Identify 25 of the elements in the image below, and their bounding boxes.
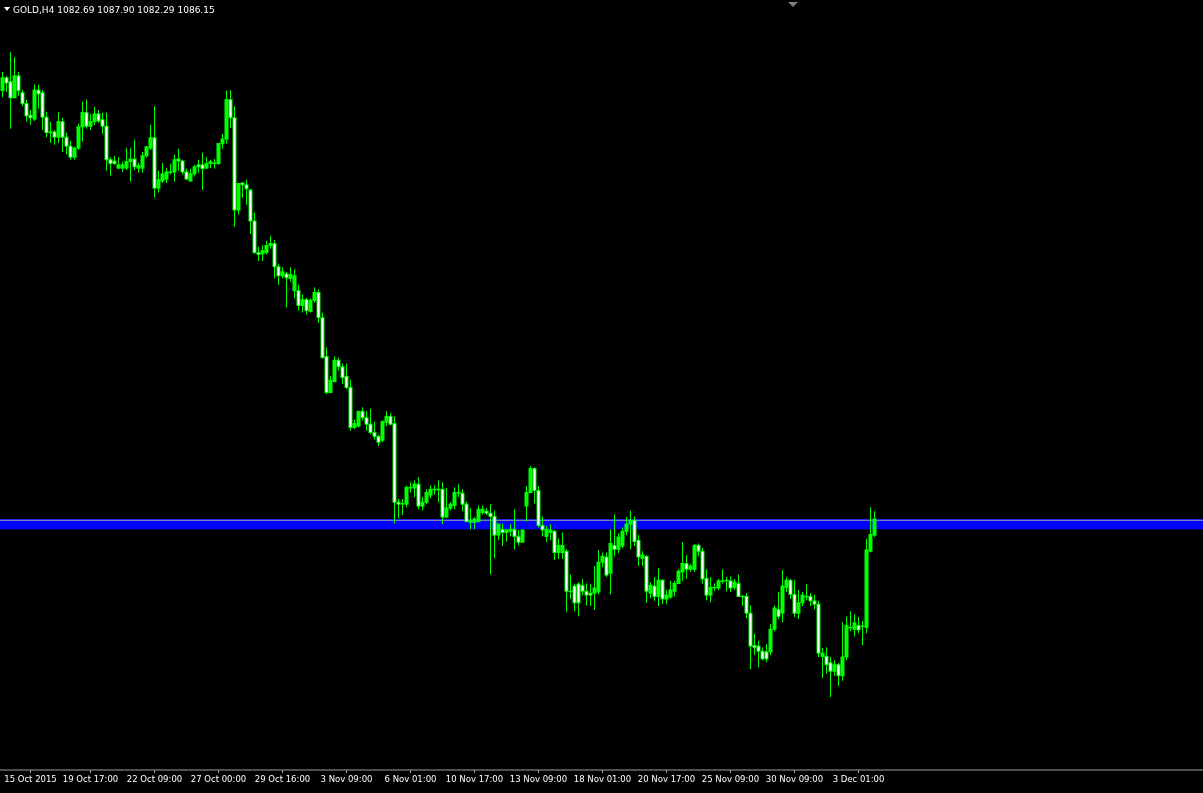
candlestick xyxy=(576,581,581,617)
candlestick xyxy=(364,410,369,432)
candlestick xyxy=(656,567,661,607)
x-tick-label: 18 Nov 01:00 xyxy=(573,774,632,785)
candlestick xyxy=(628,510,633,550)
chart-title: GOLD,H4 1082.69 1087.90 1082.29 1086.15 xyxy=(13,5,215,15)
x-tick-label: 25 Nov 09:00 xyxy=(701,774,760,785)
candlestick xyxy=(792,579,797,618)
x-tick-label: 29 Oct 16:00 xyxy=(254,774,311,785)
x-tick-label: 30 Nov 09:00 xyxy=(765,774,824,785)
x-tick-label: 15 Oct 2015 xyxy=(4,774,57,785)
candlestick xyxy=(284,271,289,308)
x-tick-label: 19 Oct 17:00 xyxy=(62,774,119,785)
x-tick-label: 20 Nov 17:00 xyxy=(637,774,696,785)
x-tick-label: 27 Oct 00:00 xyxy=(190,774,247,785)
candlestick xyxy=(128,147,133,183)
x-tick-label: 6 Nov 01:00 xyxy=(384,774,437,785)
x-tick-label: 3 Nov 09:00 xyxy=(320,774,373,785)
x-tick-label: 3 Dec 01:00 xyxy=(832,774,885,785)
x-tick-label: 22 Oct 09:00 xyxy=(126,774,183,785)
candlestick xyxy=(680,541,685,582)
candlestick xyxy=(60,117,65,153)
x-tick-label: 13 Nov 09:00 xyxy=(509,774,568,785)
candlestick xyxy=(584,582,589,606)
x-tick-label: 10 Nov 17:00 xyxy=(445,774,504,785)
